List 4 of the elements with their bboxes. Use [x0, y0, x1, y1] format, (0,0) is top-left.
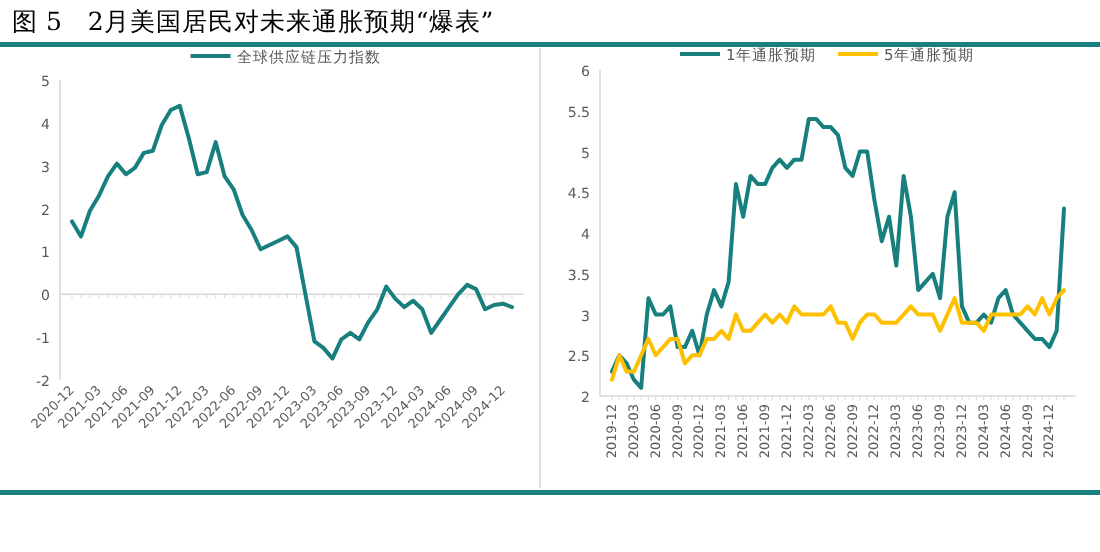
line-series [610, 116, 1066, 390]
line-series [610, 288, 1066, 382]
line-series [70, 103, 514, 361]
chart-title: 图 5 2月美国居民对未来通胀预期“爆表” [12, 6, 494, 36]
